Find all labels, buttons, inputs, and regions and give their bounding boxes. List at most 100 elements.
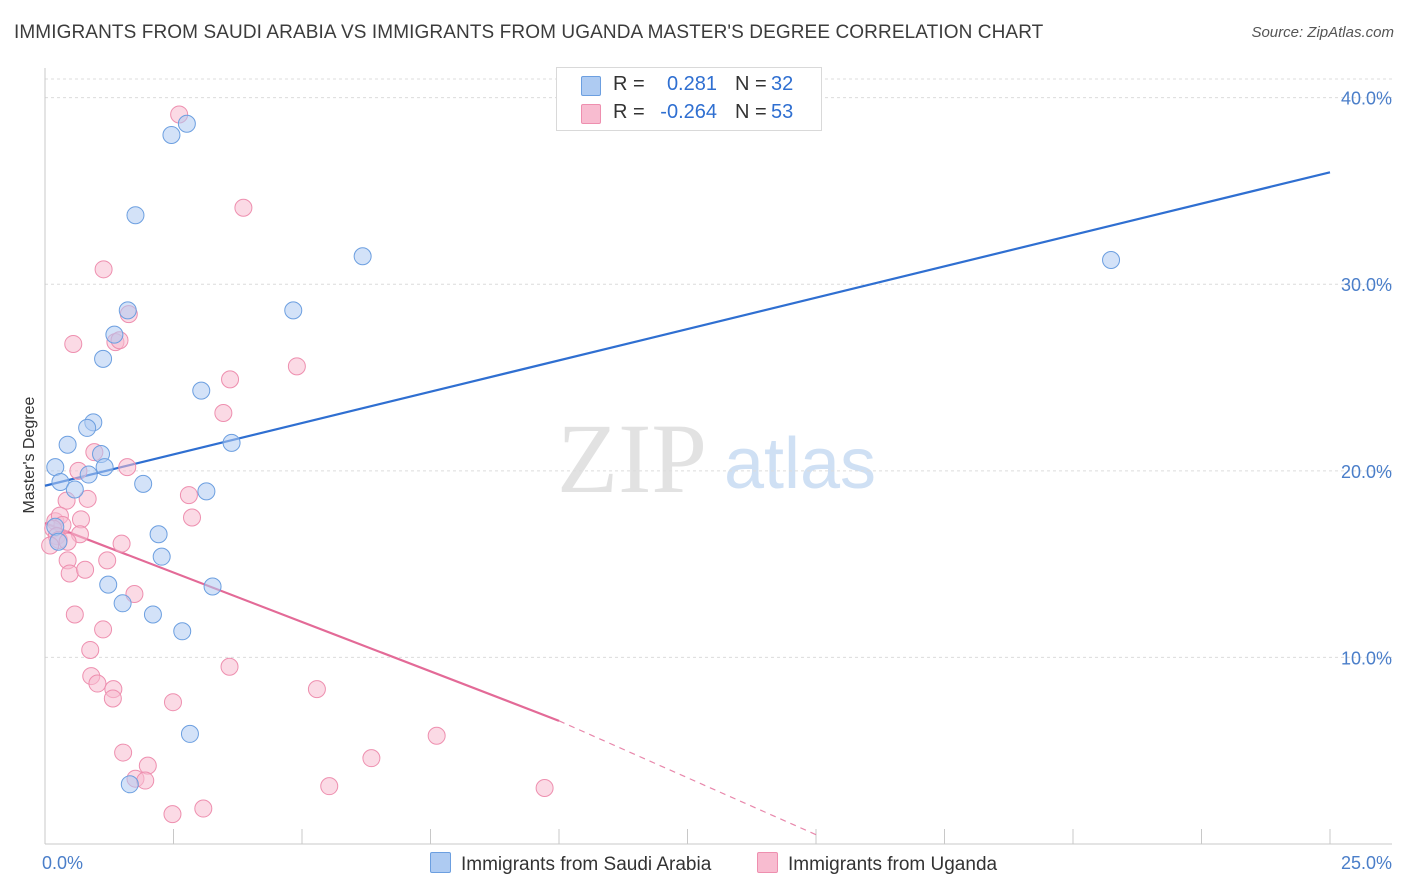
point-saudi-arabia: [173, 622, 192, 641]
y-axis-label: Master's Degree: [21, 396, 38, 513]
point-uganda: [98, 551, 117, 570]
legend-swatch-saudi-arabia: [430, 852, 451, 873]
trend-line-uganda: [44, 522, 560, 722]
legend-swatch-saudi-arabia: [581, 76, 601, 96]
point-uganda: [220, 657, 239, 676]
legend-item-saudi-arabia: Immigrants from Saudi Arabia: [430, 852, 711, 876]
point-uganda: [114, 743, 133, 762]
legend-label-uganda: Immigrants from Uganda: [788, 854, 998, 875]
y-tick-label: 30.0%: [1341, 275, 1392, 295]
point-uganda: [64, 334, 83, 353]
point-saudi-arabia: [105, 325, 124, 344]
point-uganda: [194, 799, 213, 818]
n-value: 53: [771, 101, 794, 123]
point-uganda: [71, 510, 90, 529]
point-saudi-arabia: [58, 435, 77, 454]
point-uganda: [320, 777, 339, 796]
point-saudi-arabia: [46, 458, 65, 477]
point-saudi-arabia: [149, 525, 168, 544]
watermark-atlas: atlas: [724, 424, 876, 504]
point-saudi-arabia: [120, 775, 139, 794]
point-saudi-arabia: [162, 125, 181, 144]
point-saudi-arabia: [143, 605, 162, 624]
point-saudi-arabia: [152, 547, 171, 566]
x-tick-label: 0.0%: [42, 853, 83, 873]
point-saudi-arabia: [78, 418, 97, 437]
point-saudi-arabia: [192, 381, 211, 400]
point-uganda: [179, 486, 198, 505]
point-uganda: [427, 726, 446, 745]
point-saudi-arabia: [126, 206, 145, 225]
point-uganda: [103, 689, 122, 708]
point-uganda: [183, 508, 202, 527]
watermark-zip: ZIP: [557, 403, 707, 514]
r-value: -0.264: [660, 101, 717, 123]
point-uganda: [138, 756, 157, 775]
correlation-legend: R = 0.281 N = 32 R = -0.264 N = 53: [556, 67, 822, 131]
point-uganda: [60, 564, 79, 583]
r-label: R =: [613, 101, 645, 123]
point-uganda: [94, 260, 113, 279]
tick-labels: 10.0% 20.0% 30.0% 40.0% 0.0% 25.0%: [42, 89, 1392, 873]
point-uganda: [65, 605, 84, 624]
axes: [44, 68, 1392, 845]
point-saudi-arabia: [197, 482, 216, 501]
n-value: 32: [771, 73, 794, 95]
point-saudi-arabia: [203, 577, 222, 596]
point-uganda: [136, 771, 155, 790]
point-uganda: [76, 560, 95, 579]
y-tick-label: 20.0%: [1341, 462, 1392, 482]
point-saudi-arabia: [284, 301, 303, 320]
point-uganda: [307, 680, 326, 699]
trend-line-saudi-arabia: [44, 171, 1331, 487]
n-label: N =: [735, 101, 767, 123]
point-uganda: [118, 458, 137, 477]
y-tick-label: 40.0%: [1341, 89, 1392, 109]
point-uganda: [287, 357, 306, 376]
legend-swatch-uganda: [757, 852, 778, 873]
point-saudi-arabia: [180, 724, 199, 743]
watermark: ZIP atlas: [557, 403, 876, 514]
point-saudi-arabia: [113, 594, 132, 613]
point-uganda: [221, 370, 240, 389]
gridlines: [45, 78, 1392, 658]
r-value: 0.281: [666, 73, 717, 95]
y-tick-label: 10.0%: [1341, 648, 1392, 668]
point-uganda: [163, 805, 182, 824]
point-saudi-arabia: [99, 575, 118, 594]
point-uganda: [81, 640, 100, 659]
point-uganda: [125, 584, 144, 603]
legend-swatch-uganda: [581, 104, 601, 124]
point-uganda: [163, 693, 182, 712]
n-label: N =: [735, 73, 767, 95]
legend-item-uganda: Immigrants from Uganda: [757, 852, 997, 876]
data-points: [41, 105, 1121, 824]
point-uganda: [112, 534, 131, 553]
point-saudi-arabia: [95, 458, 114, 477]
trend-line-extrapolated-uganda: [558, 720, 817, 836]
point-uganda: [94, 620, 113, 639]
point-uganda: [535, 779, 554, 798]
point-saudi-arabia: [1102, 250, 1121, 269]
point-saudi-arabia: [46, 517, 65, 536]
point-saudi-arabia: [65, 480, 84, 499]
point-uganda: [234, 198, 253, 217]
point-uganda: [88, 674, 107, 693]
x-tick-label: 25.0%: [1341, 853, 1392, 873]
point-saudi-arabia: [177, 114, 196, 133]
point-uganda: [362, 749, 381, 768]
legend-label-saudi-arabia: Immigrants from Saudi Arabia: [461, 854, 712, 875]
trend-lines: [44, 171, 1331, 836]
source-credit: Source: ZipAtlas.com: [1251, 24, 1394, 41]
chart-title: IMMIGRANTS FROM SAUDI ARABIA VS IMMIGRAN…: [14, 22, 1044, 43]
point-uganda: [78, 489, 97, 508]
point-uganda: [214, 403, 233, 422]
point-saudi-arabia: [79, 465, 98, 484]
point-saudi-arabia: [49, 532, 68, 551]
point-saudi-arabia: [94, 349, 113, 368]
point-saudi-arabia: [222, 433, 241, 452]
point-saudi-arabia: [118, 301, 137, 320]
point-saudi-arabia: [353, 247, 372, 266]
point-saudi-arabia: [134, 474, 153, 493]
